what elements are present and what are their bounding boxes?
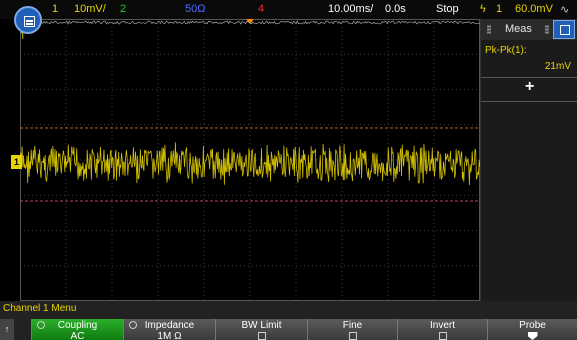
status-bar: 1 10mV/ 2 50Ω 4 10.00ms/ 0.0s Stop ϟ 1 6… (0, 0, 577, 19)
run-state[interactable]: Stop (436, 3, 459, 15)
trigger-position-icon (246, 19, 254, 24)
measurement-label: Pk-Pk(1): (485, 45, 527, 56)
memory-bar-trace (19, 20, 480, 25)
coupling-softkey[interactable]: Coupling AC (31, 319, 123, 340)
invert-softkey[interactable]: Invert (397, 319, 487, 340)
ch1-number[interactable]: 1 (52, 3, 59, 15)
bw-limit-softkey[interactable]: BW Limit (215, 319, 307, 340)
add-measurement-button[interactable]: + (525, 78, 535, 95)
trigger-marker: T (20, 31, 26, 41)
waveform-display[interactable] (19, 19, 481, 301)
fine-softkey[interactable]: Fine (307, 319, 397, 340)
back-button[interactable]: ↑ (0, 319, 14, 340)
ch3-impedance[interactable]: 50Ω (185, 3, 206, 15)
bw-limit-label: BW Limit (241, 320, 282, 331)
main-menu-icon[interactable] (14, 6, 42, 34)
measurements-header: Meas (481, 19, 577, 40)
impedance-label: Impedance (144, 320, 195, 331)
channel-menu-title: Channel 1 Menu (3, 303, 77, 314)
timebase-readout[interactable]: 10.00ms/ (328, 3, 374, 15)
coupling-value: AC (70, 331, 85, 340)
ch4-number[interactable]: 4 (258, 3, 265, 15)
delay-readout[interactable]: 0.0s (385, 3, 406, 15)
ch1-waveform (19, 142, 481, 186)
ch1-scale[interactable]: 10mV/ (74, 3, 106, 15)
waveform-graticule (19, 19, 481, 301)
acquisition-icon[interactable]: ∿ (560, 4, 570, 16)
ch2-number[interactable]: 2 (120, 3, 127, 15)
fine-label: Fine (342, 320, 363, 331)
measurement-value: 21mV (544, 61, 571, 72)
ch1-ground-marker[interactable]: 1 (11, 155, 22, 169)
invert-label: Invert (429, 320, 455, 331)
trigger-source[interactable]: 1 (496, 3, 503, 15)
impedance-softkey[interactable]: Impedance 1M Ω (123, 319, 215, 340)
probe-softkey[interactable]: Probe (487, 319, 577, 340)
checkbox-icon (257, 332, 266, 340)
trigger-edge-icon[interactable]: ϟ (480, 3, 486, 15)
measurements-panel: Meas Pk-Pk(1): 21mV + (480, 19, 577, 301)
knob-icon (129, 321, 137, 329)
measurements-title: Meas (505, 23, 532, 35)
divider (481, 77, 577, 78)
drag-handle-icon[interactable] (545, 25, 549, 34)
submenu-arrow-icon (527, 332, 538, 340)
divider (481, 101, 577, 102)
channel-menu: Channel 1 Menu ↑ Coupling AC Impedance 1… (0, 301, 577, 340)
measurements-menu-icon[interactable] (553, 20, 575, 39)
checkbox-icon (348, 332, 357, 340)
checkbox-icon (438, 332, 447, 340)
knob-icon (37, 321, 45, 329)
coupling-label: Coupling (57, 320, 98, 331)
drag-handle-icon[interactable] (487, 25, 491, 34)
impedance-value: 1M Ω (157, 331, 182, 340)
probe-label: Probe (519, 320, 546, 331)
trigger-level[interactable]: 60.0mV (515, 3, 553, 15)
